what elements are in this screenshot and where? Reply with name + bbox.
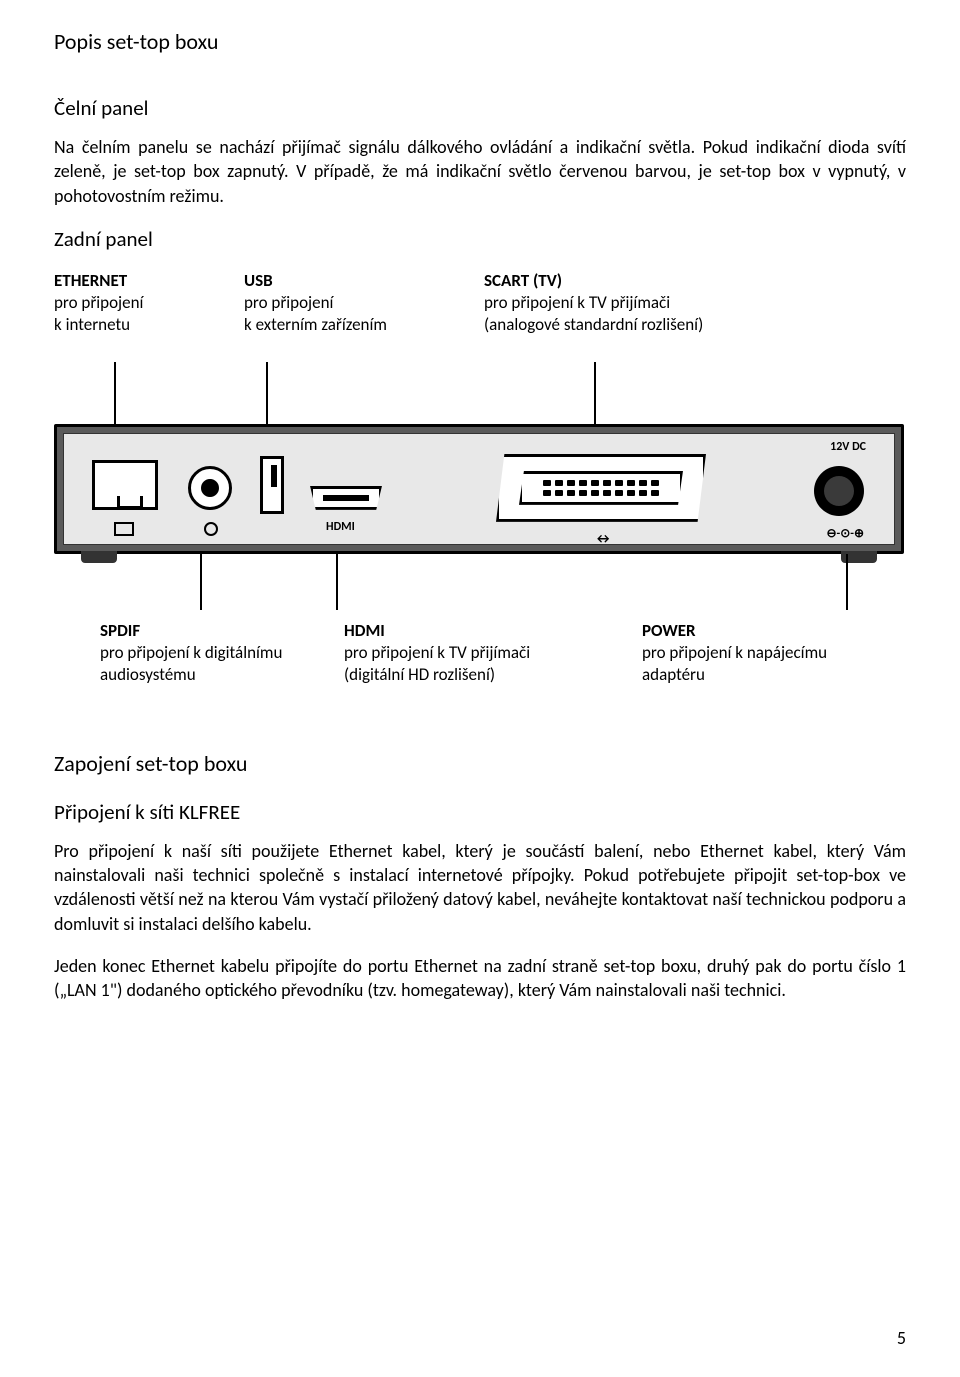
front-panel-heading: Čelní panel <box>54 95 906 121</box>
page-number: 5 <box>897 1327 906 1349</box>
section-title: Popis set-top boxu <box>54 28 906 55</box>
connection-paragraph-2: Jeden konec Ethernet kabelu připojíte do… <box>54 954 906 1003</box>
polarity-icon: ⊖-⊙-⊕ <box>826 526 864 541</box>
power-port-icon <box>814 466 864 516</box>
back-panel-diagram: ETHERNET pro připojení k internetu USB p… <box>54 270 906 720</box>
line-usb <box>266 362 268 424</box>
usb-port-icon <box>260 456 284 514</box>
scart-label: SCART (TV) pro připojení k TV přijímači … <box>484 270 703 336</box>
device-rear: HDMI ↔ 12V DC ⊖-⊙-⊕ <box>54 424 904 554</box>
front-panel-text: Na čelním panelu se nachází přijímač sig… <box>54 135 906 208</box>
usb-label: USB pro připojení k externím zařízením <box>244 270 387 336</box>
hdmi-port-label: HDMI <box>326 520 355 534</box>
spdif-symbol-icon <box>204 522 218 536</box>
connection-paragraph-1: Pro připojení k naší síti použijete Ethe… <box>54 839 906 936</box>
hdmi-port-icon <box>310 486 382 510</box>
scart-symbol-icon: ↔ <box>594 530 612 547</box>
connection-heading: Zapojení set-top boxu <box>54 750 906 777</box>
line-hdmi <box>336 554 338 610</box>
spdif-label: SPDIF pro připojení k digitálnímu audios… <box>100 620 282 686</box>
klfree-subheading: Připojení k síti KLFREE <box>54 799 906 825</box>
ethernet-label: ETHERNET pro připojení k internetu <box>54 270 143 336</box>
line-power <box>846 554 848 610</box>
line-ethernet <box>114 362 116 424</box>
hdmi-label: HDMI pro připojení k TV přijímači (digit… <box>344 620 530 686</box>
power-label: POWER pro připojení k napájecímu adaptér… <box>642 620 827 686</box>
ethernet-port-icon <box>92 460 158 510</box>
scart-port-icon <box>496 454 706 522</box>
ethernet-symbol-icon <box>114 522 134 536</box>
line-spdif <box>200 554 202 610</box>
spdif-port-icon <box>188 466 232 510</box>
power-voltage-label: 12V DC <box>830 440 866 454</box>
back-panel-heading: Zadní panel <box>54 226 906 252</box>
line-scart <box>594 362 596 424</box>
